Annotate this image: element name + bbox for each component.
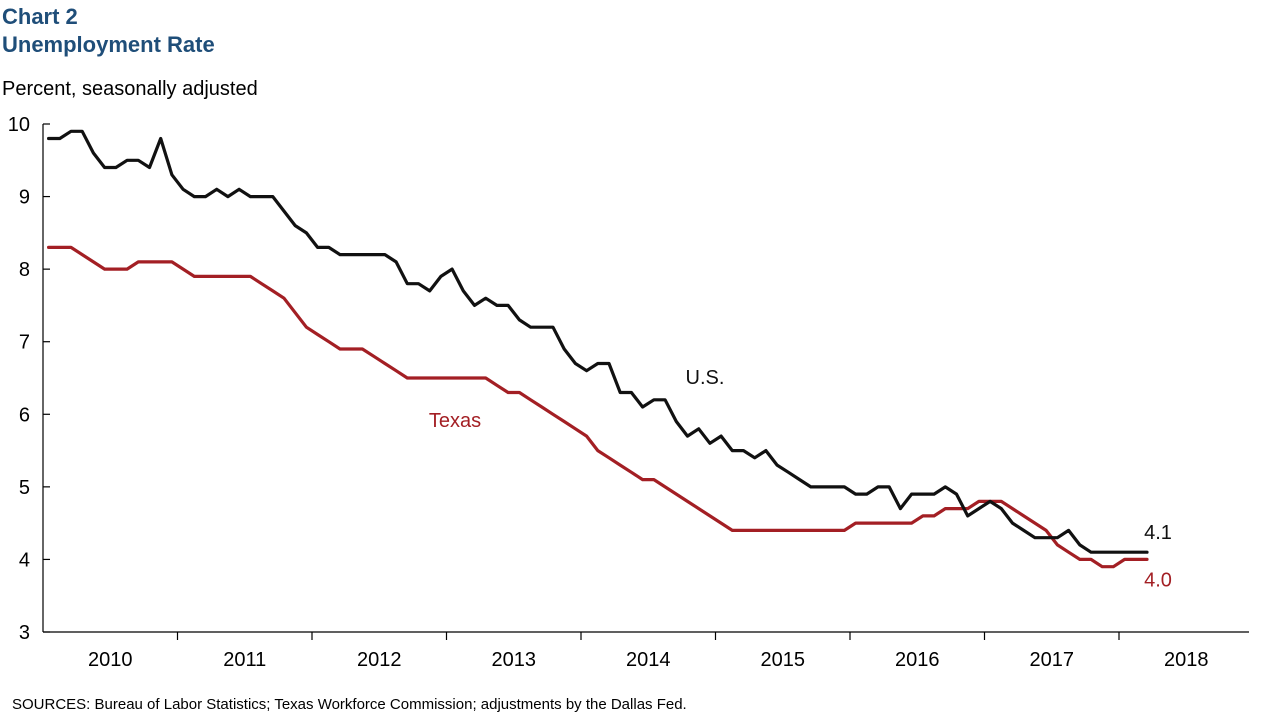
series-line-texas (46, 245, 1149, 569)
end-value-label-us: 4.1 (1144, 522, 1172, 544)
x-tick-label: 2015 (761, 649, 806, 671)
chart-title: Unemployment Rate (2, 32, 215, 57)
y-tick-label: 3 (19, 622, 30, 644)
series-name-us: U.S. (686, 367, 725, 389)
x-tick-label: 2011 (223, 649, 266, 671)
x-tick-label: 2010 (88, 649, 133, 671)
y-tick-label: 10 (8, 114, 30, 136)
y-tick-label: 8 (19, 259, 30, 281)
source-note: SOURCES: Bureau of Labor Statistics; Tex… (12, 696, 687, 713)
x-tick-label: 2013 (492, 649, 537, 671)
series-name-texas: Texas (429, 410, 481, 432)
x-tick-label: 2014 (626, 649, 671, 671)
y-tick-label: 6 (19, 404, 30, 426)
x-tick-label: 2017 (1030, 649, 1075, 671)
axes: 3 4 5 6 7 8 9 10 2010 2011 2012 2013 2014 2015 2016 201… (8, 114, 1249, 671)
y-tick-label: 5 (19, 477, 30, 499)
series-labels: U.S. 4.1 Texas 4.0 (429, 367, 1172, 591)
series-lines (46, 129, 1149, 569)
x-tick-label: 2012 (357, 649, 402, 671)
x-tick-label: 2016 (895, 649, 940, 671)
y-tick-label: 9 (19, 187, 30, 209)
series-line-us (46, 129, 1149, 554)
y-tick-label: 4 (19, 549, 30, 571)
x-tick-label: 2018 (1164, 649, 1209, 671)
y-tick-label: 7 (19, 332, 30, 354)
chart-number: Chart 2 (2, 4, 78, 29)
end-value-label-texas: 4.0 (1144, 569, 1172, 591)
y-axis-unit-label: Percent, seasonally adjusted (2, 78, 258, 100)
